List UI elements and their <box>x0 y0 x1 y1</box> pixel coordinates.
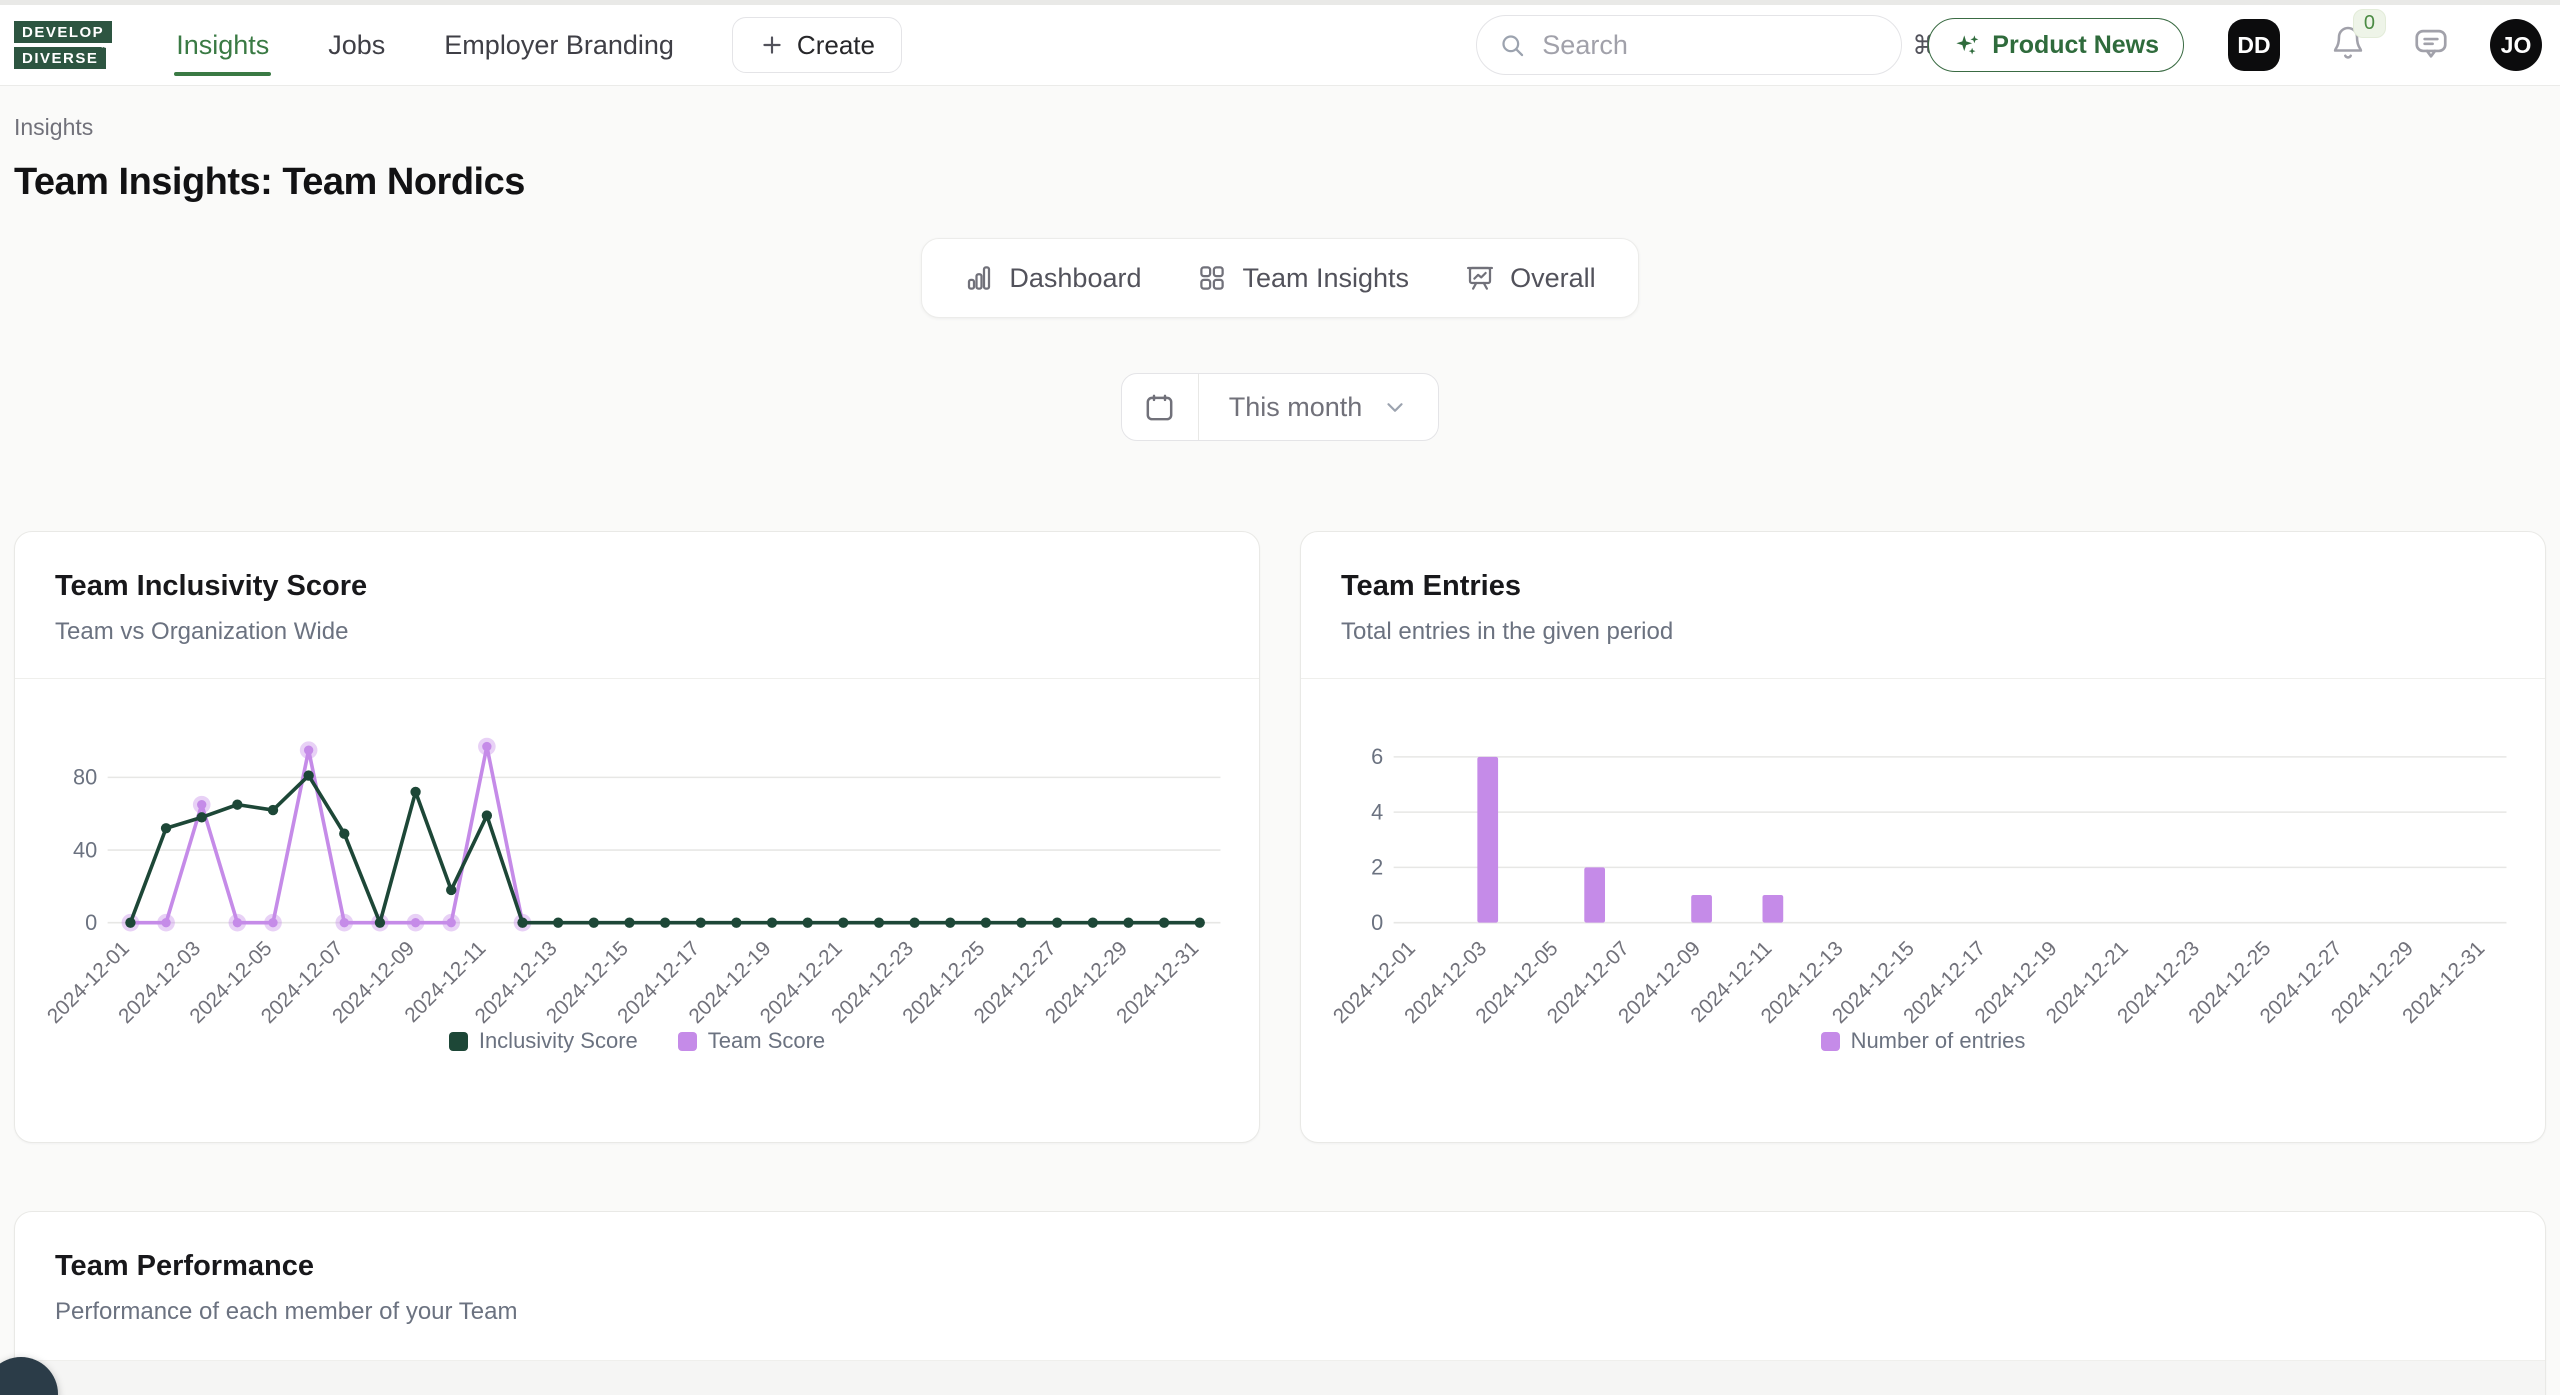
legend-swatch <box>1820 1031 1840 1051</box>
search-icon <box>1499 32 1526 59</box>
date-filter: This month <box>1120 373 1440 441</box>
page-title: Team Insights: Team Nordics <box>14 161 525 203</box>
inclusivity-chart: 0 40 80 2024-12-01 2024-12-03 2024-12-05 2024-… <box>15 679 1259 1026</box>
bell-icon <box>2330 25 2366 61</box>
messages-button[interactable] <box>2412 24 2450 67</box>
divider <box>1197 374 1199 440</box>
svg-text:80: 80 <box>73 765 97 790</box>
charts-section: Team Inclusivity Score Team vs Organizat… <box>14 531 2546 1143</box>
legend-item: Number of entries <box>1820 1028 2026 1054</box>
nav-item-employer-branding[interactable]: Employer Branding <box>444 29 674 60</box>
plus-icon <box>759 32 785 58</box>
table-header-row: Name Entries Average Score <box>15 1360 2545 1395</box>
tab-dashboard-label: Dashboard <box>1009 262 1142 293</box>
app-logo[interactable]: DEVELOP DIVERSE ™ <box>14 21 113 69</box>
entries-chart: 0 2 4 6 2024-12-01 2024-12-03 2024-12-05 2024-1… <box>1301 679 2545 1026</box>
tab-team-insights-label: Team Insights <box>1242 262 1410 293</box>
sparkles-icon <box>1953 32 1980 59</box>
svg-text:4: 4 <box>1371 799 1383 824</box>
column-header-average-score[interactable]: Average Score <box>1619 1391 1825 1395</box>
calendar-picker-button[interactable] <box>1122 374 1198 440</box>
logo-line-2: DIVERSE ™ <box>14 44 109 69</box>
card-header: Team Inclusivity Score Team vs Organizat… <box>15 532 1259 678</box>
inclusivity-chart-legend: Inclusivity Score Team Score <box>15 1028 1259 1054</box>
svg-text:6: 6 <box>1371 744 1383 769</box>
divider <box>1301 678 2545 679</box>
tab-dashboard[interactable]: Dashboard <box>964 263 1141 294</box>
product-news-label: Product News <box>1992 30 2159 59</box>
entries-chart-legend: Number of entries <box>1301 1028 2545 1054</box>
view-tabs-row: Dashboard Team Insights Overall <box>14 238 2546 318</box>
chat-bubble-icon <box>2412 24 2450 62</box>
presentation-chart-icon <box>1465 263 1495 293</box>
search-input[interactable] <box>1542 29 1897 61</box>
card-title: Team Performance <box>55 1250 314 1282</box>
logo-line-1: DEVELOP <box>14 21 113 43</box>
header-right-group: ⌘K Product News DD 0 JO <box>1476 8 2542 75</box>
card-title: Team Entries <box>1341 570 1521 602</box>
svg-text:0: 0 <box>85 910 97 935</box>
team-performance-card: Team Performance Performance of each mem… <box>14 1211 2546 1395</box>
card-title: Team Inclusivity Score <box>55 570 368 602</box>
legend-label: Inclusivity Score <box>478 1028 638 1054</box>
team-entries-card: Team Entries Total entries in the given … <box>1300 531 2546 1143</box>
card-subtitle: Performance of each member of your Team <box>55 1298 518 1325</box>
calendar-icon <box>1143 391 1176 424</box>
column-header-entries[interactable]: Entries <box>1049 1391 1166 1395</box>
product-news-button[interactable]: Product News <box>1928 18 2184 72</box>
inclusivity-score-card: Team Inclusivity Score Team vs Organizat… <box>14 531 1260 1143</box>
card-subtitle: Total entries in the given period <box>1341 618 1674 645</box>
view-tabs: Dashboard Team Insights Overall <box>921 238 1639 318</box>
legend-label: Number of entries <box>1850 1028 2026 1054</box>
column-header-name[interactable]: Name <box>55 1391 155 1395</box>
svg-text:2: 2 <box>1371 855 1383 880</box>
legend-item: Team Score <box>677 1028 826 1054</box>
card-subtitle: Team vs Organization Wide <box>55 618 349 645</box>
legend-label: Team Score <box>707 1028 826 1054</box>
date-filter-row: This month <box>14 373 2546 441</box>
tab-team-insights[interactable]: Team Insights <box>1197 263 1409 294</box>
org-avatar[interactable]: DD <box>2228 19 2280 71</box>
user-avatar[interactable]: JO <box>2490 19 2542 71</box>
nav-item-jobs[interactable]: Jobs <box>328 29 386 60</box>
svg-text:0: 0 <box>1371 910 1383 935</box>
chevron-down-icon <box>1382 394 1408 420</box>
notification-count-badge: 0 <box>2352 8 2386 38</box>
tab-overall[interactable]: Overall <box>1465 263 1596 294</box>
search-box[interactable]: ⌘K <box>1476 15 1956 75</box>
main-content: Insights Team Insights: Team Nordics Das… <box>0 114 2560 1395</box>
card-header: Team Performance Performance of each mem… <box>15 1212 2545 1360</box>
date-range-dropdown[interactable]: This month <box>1199 374 1439 440</box>
nav-item-insights[interactable]: Insights <box>174 24 272 76</box>
date-range-label: This month <box>1228 391 1363 422</box>
notifications-button[interactable]: 0 <box>2330 8 2386 66</box>
line-chart-svg: 040802024-12-012024-12-032024-12-052024-… <box>43 737 1221 1026</box>
breadcrumb[interactable]: Insights <box>14 114 94 140</box>
trademark-symbol: ™ <box>100 44 109 53</box>
create-button-label: Create <box>796 29 875 60</box>
divider <box>15 678 1259 679</box>
tab-overall-label: Overall <box>1510 262 1596 293</box>
legend-swatch <box>677 1031 697 1051</box>
primary-nav: Insights Jobs Employer Branding <box>174 24 676 76</box>
card-header: Team Entries Total entries in the given … <box>1301 532 2545 678</box>
top-nav: DEVELOP DIVERSE ™ Insights Jobs Employer … <box>0 5 2560 86</box>
legend-swatch <box>448 1031 468 1051</box>
bar-chart-icon <box>964 263 994 293</box>
bar-chart-svg: 02462024-12-012024-12-032024-12-052024-1… <box>1329 744 2507 1026</box>
svg-text:40: 40 <box>73 837 97 862</box>
grid-icon <box>1197 263 1227 293</box>
legend-item: Inclusivity Score <box>448 1028 638 1054</box>
create-button[interactable]: Create <box>731 17 902 73</box>
